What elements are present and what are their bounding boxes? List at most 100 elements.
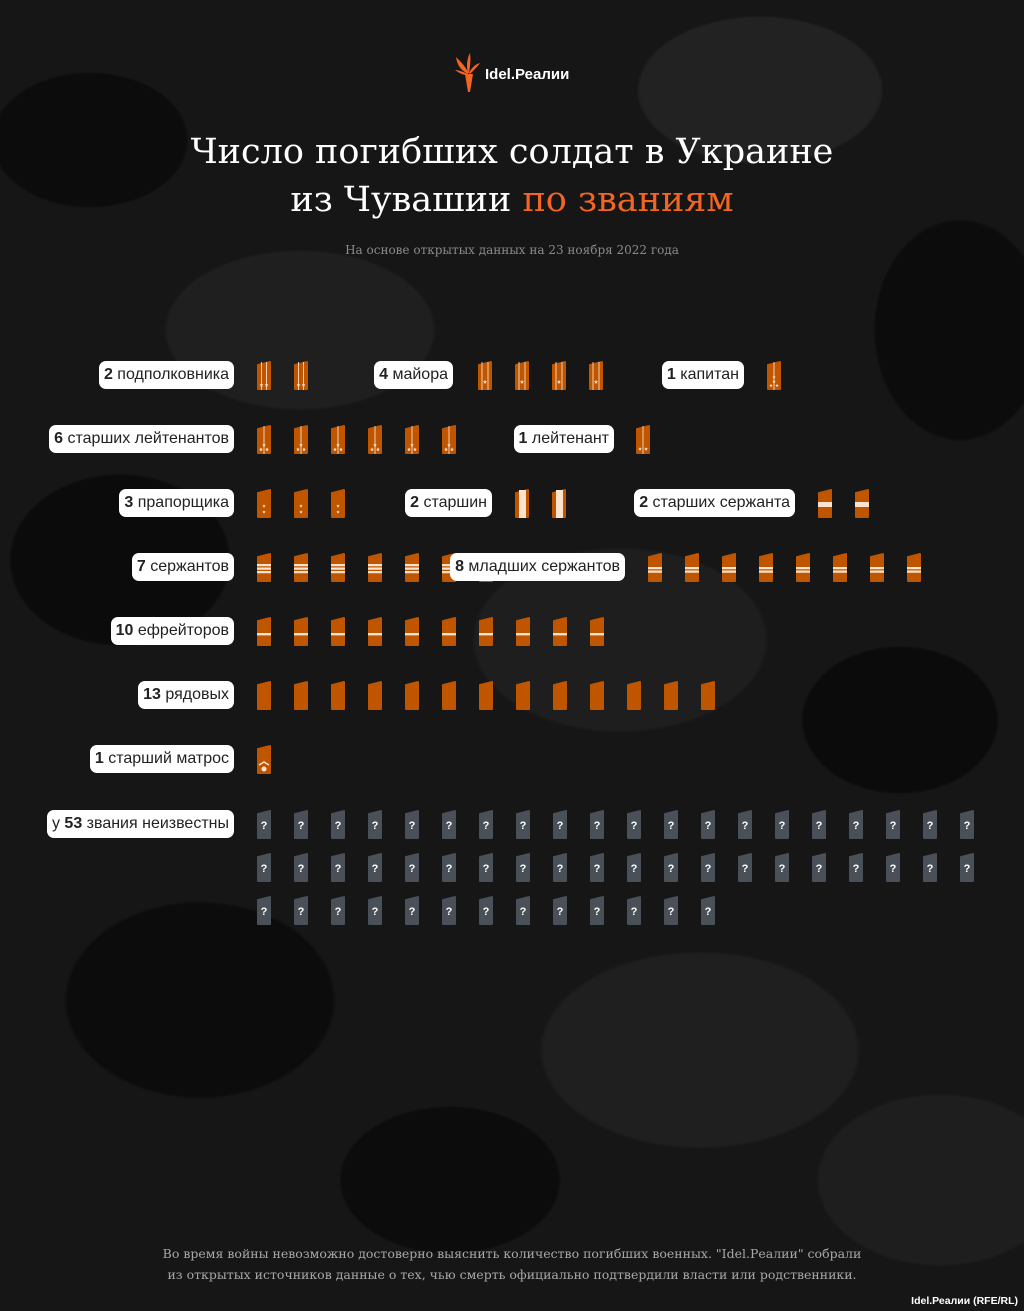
- rank-label: 3 прапорщика: [119, 489, 234, 517]
- sergeant-shoulder-board-icon: [255, 552, 273, 582]
- title-line-2: из Чувашии по званиям: [0, 176, 1024, 224]
- major-shoulder-board-icon: [589, 360, 603, 390]
- unknown-shoulder-board-icon: ?: [516, 809, 530, 839]
- svg-text:?: ?: [446, 820, 453, 832]
- lt-colonel-shoulder-board-icon: [294, 360, 308, 390]
- junior-sergeant-shoulder-board-icon: [757, 552, 775, 582]
- unknown-shoulder-board-icon: ?: [442, 852, 456, 882]
- unknown-shoulder-board-icon: ?: [479, 895, 493, 925]
- efreitor-shoulder-board-icon: [255, 616, 273, 646]
- unknown-shoulder-board-icon: ?: [886, 852, 900, 882]
- private-shoulder-board-icon: [294, 680, 308, 710]
- rank-label: 8 младших сержантов: [450, 553, 625, 581]
- efreitor-shoulder-board-icon: [514, 616, 532, 646]
- rank-label: 1 лейтенант: [513, 425, 614, 453]
- label-rank: старший матрос: [103, 750, 229, 767]
- svg-text:?: ?: [705, 863, 712, 875]
- svg-text:?: ?: [261, 820, 268, 832]
- credit: Idel.Реалии (RFE/RL): [911, 1295, 1018, 1307]
- logo-text: Idel.Реалии: [485, 65, 570, 83]
- unknown-shoulder-board-icon: ?: [553, 852, 567, 882]
- footnote-line-2: из открытых источников данные о тех, чью…: [167, 1267, 857, 1282]
- rank-label: 7 сержантов: [131, 553, 234, 581]
- logo: Idel.Реалии: [455, 52, 569, 96]
- unknown-shoulder-board-icon: ?: [775, 809, 789, 839]
- senior-lieutenant-shoulder-board-icon: [368, 424, 382, 454]
- junior-sergeant-shoulder-board-icon: [646, 552, 664, 582]
- private-shoulder-board-icon: [405, 680, 419, 710]
- svg-text:?: ?: [557, 820, 564, 832]
- private-shoulder-board-icon: [479, 680, 493, 710]
- unknown-shoulder-board-icon: ?: [590, 809, 604, 839]
- unknown-shoulder-board-icon: ?: [701, 895, 715, 925]
- efreitor-shoulder-board-icon: [329, 616, 347, 646]
- unknown-shoulder-board-icon: ?: [516, 895, 530, 925]
- label-rank: майора: [388, 366, 448, 383]
- svg-text:?: ?: [964, 863, 971, 875]
- unknown-shoulder-board-icon: ?: [738, 852, 752, 882]
- senior-lieutenant-shoulder-board-icon: [294, 424, 308, 454]
- svg-text:?: ?: [631, 863, 638, 875]
- svg-text:?: ?: [594, 906, 601, 918]
- efreitor-shoulder-board-icon: [477, 616, 495, 646]
- label-count: 3: [124, 494, 134, 511]
- svg-text:?: ?: [372, 820, 379, 832]
- unknown-shoulder-board-icon: ?: [479, 809, 493, 839]
- label-count: 4: [379, 366, 389, 383]
- rank-label: у 53 звания неизвестны: [46, 810, 234, 838]
- private-shoulder-board-icon: [664, 680, 678, 710]
- senior-sergeant-shoulder-board-icon: [816, 488, 834, 518]
- label-rank: старших лейтенантов: [63, 430, 229, 447]
- private-shoulder-board-icon: [257, 680, 271, 710]
- svg-text:?: ?: [853, 820, 860, 832]
- label-rank: звания неизвестны: [82, 815, 229, 832]
- svg-text:?: ?: [372, 906, 379, 918]
- label-count: 53: [64, 815, 83, 832]
- unknown-shoulder-board-icon: ?: [553, 895, 567, 925]
- lt-colonel-shoulder-board-icon: [257, 360, 271, 390]
- label-count: 7: [136, 558, 146, 575]
- label-count: 6: [54, 430, 64, 447]
- unknown-shoulder-board-icon: ?: [257, 895, 271, 925]
- unknown-shoulder-board-icon: ?: [775, 852, 789, 882]
- label-count: 2: [103, 366, 113, 383]
- junior-sergeant-shoulder-board-icon: [868, 552, 886, 582]
- label-rank: капитан: [675, 366, 739, 383]
- unknown-shoulder-board-icon: ?: [701, 852, 715, 882]
- junior-sergeant-shoulder-board-icon: [831, 552, 849, 582]
- unknown-shoulder-board-icon: ?: [442, 895, 456, 925]
- sergeant-shoulder-board-icon: [292, 552, 310, 582]
- svg-text:?: ?: [483, 863, 490, 875]
- torch-icon: [455, 53, 480, 92]
- svg-text:?: ?: [298, 906, 305, 918]
- svg-text:?: ?: [298, 820, 305, 832]
- label-count: 8: [455, 558, 464, 575]
- unknown-shoulder-board-icon: ?: [405, 895, 419, 925]
- label-rank: старших сержанта: [648, 494, 790, 511]
- unknown-shoulder-board-icon: ?: [368, 852, 382, 882]
- svg-text:?: ?: [927, 863, 934, 875]
- svg-text:?: ?: [261, 863, 268, 875]
- efreitor-shoulder-board-icon: [440, 616, 458, 646]
- unknown-shoulder-board-icon: ?: [294, 852, 308, 882]
- sergeant-shoulder-board-icon: [366, 552, 384, 582]
- rank-label: 13 рядовых: [138, 681, 234, 709]
- label-rank: подполковника: [112, 366, 229, 383]
- svg-text:?: ?: [705, 820, 712, 832]
- svg-text:?: ?: [483, 906, 490, 918]
- svg-text:?: ?: [446, 863, 453, 875]
- junior-sergeant-shoulder-board-icon: [905, 552, 923, 582]
- senior-lieutenant-shoulder-board-icon: [257, 424, 271, 454]
- svg-text:?: ?: [335, 820, 342, 832]
- svg-text:?: ?: [631, 906, 638, 918]
- svg-text:?: ?: [409, 906, 416, 918]
- rank-label: 6 старших лейтенантов: [49, 425, 234, 453]
- unknown-shoulder-board-icon: ?: [553, 809, 567, 839]
- label-count: 1: [666, 366, 676, 383]
- title-accent: по званиям: [522, 180, 734, 220]
- svg-text:?: ?: [446, 906, 453, 918]
- unknown-shoulder-board-icon: ?: [257, 852, 271, 882]
- senior-sergeant-shoulder-board-icon: [853, 488, 871, 518]
- label-count: 13: [143, 686, 161, 703]
- praporshchik-shoulder-board-icon: [257, 488, 271, 518]
